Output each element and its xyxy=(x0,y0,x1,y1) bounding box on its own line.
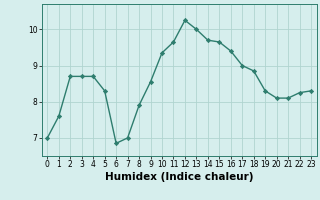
X-axis label: Humidex (Indice chaleur): Humidex (Indice chaleur) xyxy=(105,172,253,182)
